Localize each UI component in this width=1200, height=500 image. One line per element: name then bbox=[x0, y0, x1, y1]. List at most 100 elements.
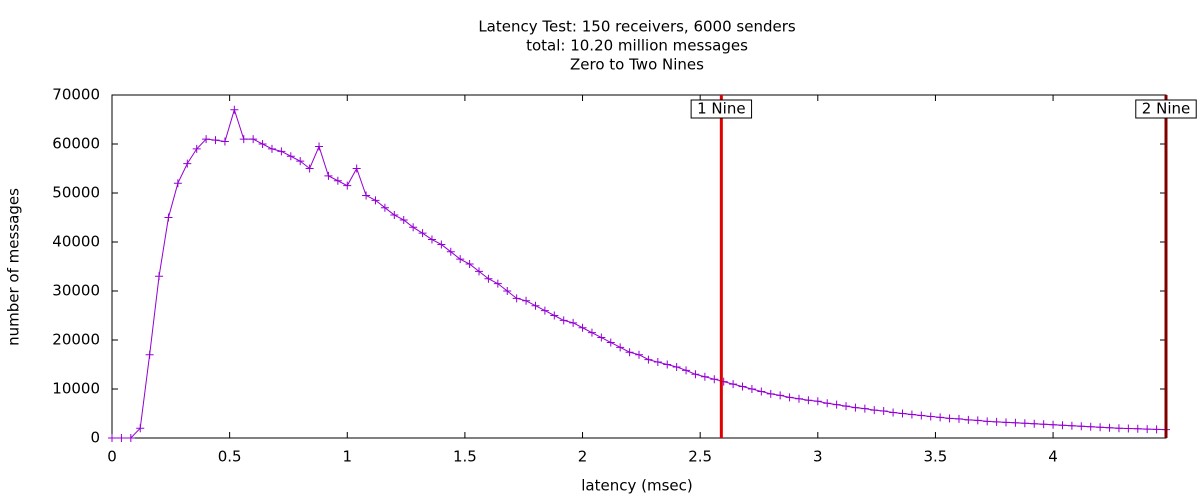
point-marker bbox=[249, 135, 258, 144]
point-marker bbox=[1011, 418, 1020, 427]
point-marker bbox=[832, 400, 841, 409]
point-marker bbox=[691, 370, 700, 379]
point-marker bbox=[380, 203, 389, 212]
marker-label-box bbox=[690, 99, 753, 119]
point-marker bbox=[851, 403, 860, 412]
point-marker bbox=[456, 255, 465, 264]
point-marker bbox=[108, 434, 116, 442]
point-marker bbox=[446, 247, 455, 256]
point-marker bbox=[512, 294, 521, 303]
point-marker bbox=[1067, 421, 1076, 430]
point-marker bbox=[889, 408, 898, 417]
point-marker bbox=[173, 179, 182, 188]
point-marker bbox=[267, 144, 276, 153]
point-marker bbox=[371, 196, 380, 205]
x-tick-label: 3 bbox=[813, 448, 823, 466]
point-marker bbox=[484, 274, 493, 283]
point-marker bbox=[503, 287, 512, 295]
y-tick-label: 10000 bbox=[52, 380, 100, 398]
point-marker bbox=[842, 402, 851, 411]
chart-subtitle: Zero to Two Nines bbox=[570, 56, 704, 74]
point-marker bbox=[1086, 422, 1095, 431]
point-marker bbox=[286, 152, 295, 161]
point-marker bbox=[1105, 423, 1114, 432]
y-tick-label: 70000 bbox=[52, 86, 100, 104]
y-tick-label: 20000 bbox=[52, 331, 100, 349]
x-axis-label: latency (msec) bbox=[581, 477, 692, 495]
point-marker bbox=[352, 164, 361, 173]
point-marker bbox=[1133, 424, 1142, 433]
point-marker bbox=[653, 358, 662, 367]
point-marker bbox=[823, 399, 832, 408]
point-marker bbox=[813, 397, 822, 406]
point-marker bbox=[1020, 419, 1029, 428]
point-marker bbox=[766, 389, 775, 398]
point-marker bbox=[983, 417, 992, 426]
point-marker bbox=[211, 136, 220, 145]
point-marker bbox=[305, 164, 314, 173]
point-marker bbox=[860, 404, 869, 413]
point-marker bbox=[117, 434, 126, 442]
x-tick-label: 0 bbox=[107, 448, 117, 466]
point-marker bbox=[804, 396, 813, 405]
point-marker bbox=[1039, 420, 1048, 429]
point-marker bbox=[258, 140, 267, 148]
point-marker bbox=[917, 411, 926, 420]
point-marker bbox=[183, 159, 192, 168]
point-marker bbox=[992, 417, 1001, 426]
point-marker bbox=[682, 366, 691, 375]
point-marker bbox=[343, 181, 352, 190]
x-tick-label: 4 bbox=[1048, 448, 1058, 466]
point-marker bbox=[390, 211, 399, 220]
chart-title: Latency Test: 150 receivers, 6000 sender… bbox=[478, 18, 796, 36]
point-marker bbox=[202, 135, 211, 144]
point-marker bbox=[437, 240, 446, 249]
point-marker bbox=[1096, 423, 1105, 432]
point-marker bbox=[738, 382, 747, 391]
point-marker bbox=[898, 409, 907, 418]
point-marker bbox=[362, 191, 371, 200]
point-marker bbox=[907, 410, 916, 419]
y-tick-label: 0 bbox=[90, 429, 100, 447]
point-marker bbox=[635, 350, 643, 359]
y-tick-label: 50000 bbox=[52, 184, 100, 202]
point-marker bbox=[926, 412, 935, 421]
point-marker bbox=[315, 142, 324, 151]
plot-frame bbox=[111, 94, 1167, 439]
point-marker bbox=[296, 157, 305, 166]
point-marker bbox=[870, 406, 879, 415]
point-marker bbox=[1114, 424, 1123, 433]
point-marker bbox=[879, 407, 888, 416]
point-marker bbox=[324, 171, 333, 180]
point-marker bbox=[700, 372, 709, 381]
point-marker bbox=[747, 385, 756, 393]
point-marker bbox=[409, 223, 418, 232]
point-marker bbox=[220, 137, 229, 146]
marker-label-box bbox=[1135, 99, 1197, 119]
y-tick-label: 40000 bbox=[52, 233, 100, 251]
point-marker bbox=[954, 414, 963, 423]
point-marker bbox=[964, 415, 973, 424]
point-marker bbox=[550, 311, 559, 320]
point-marker bbox=[333, 176, 342, 185]
point-marker bbox=[230, 105, 239, 114]
point-marker bbox=[399, 215, 408, 224]
point-marker bbox=[136, 424, 145, 433]
marker-label: 2 Nine bbox=[1142, 100, 1190, 118]
chart-subtitle: total: 10.20 million messages bbox=[526, 37, 748, 55]
y-tick-label: 30000 bbox=[52, 282, 100, 300]
point-marker bbox=[710, 375, 719, 384]
point-marker bbox=[1030, 419, 1039, 428]
point-marker bbox=[427, 235, 436, 244]
x-tick-label: 2.5 bbox=[688, 448, 712, 466]
point-marker bbox=[1002, 418, 1011, 427]
point-marker bbox=[785, 393, 794, 402]
point-marker bbox=[192, 144, 201, 153]
point-marker bbox=[126, 434, 135, 442]
point-marker bbox=[1077, 422, 1086, 431]
point-marker bbox=[1124, 424, 1133, 433]
point-marker bbox=[155, 272, 164, 281]
point-marker bbox=[1143, 425, 1152, 434]
point-marker bbox=[145, 350, 154, 359]
